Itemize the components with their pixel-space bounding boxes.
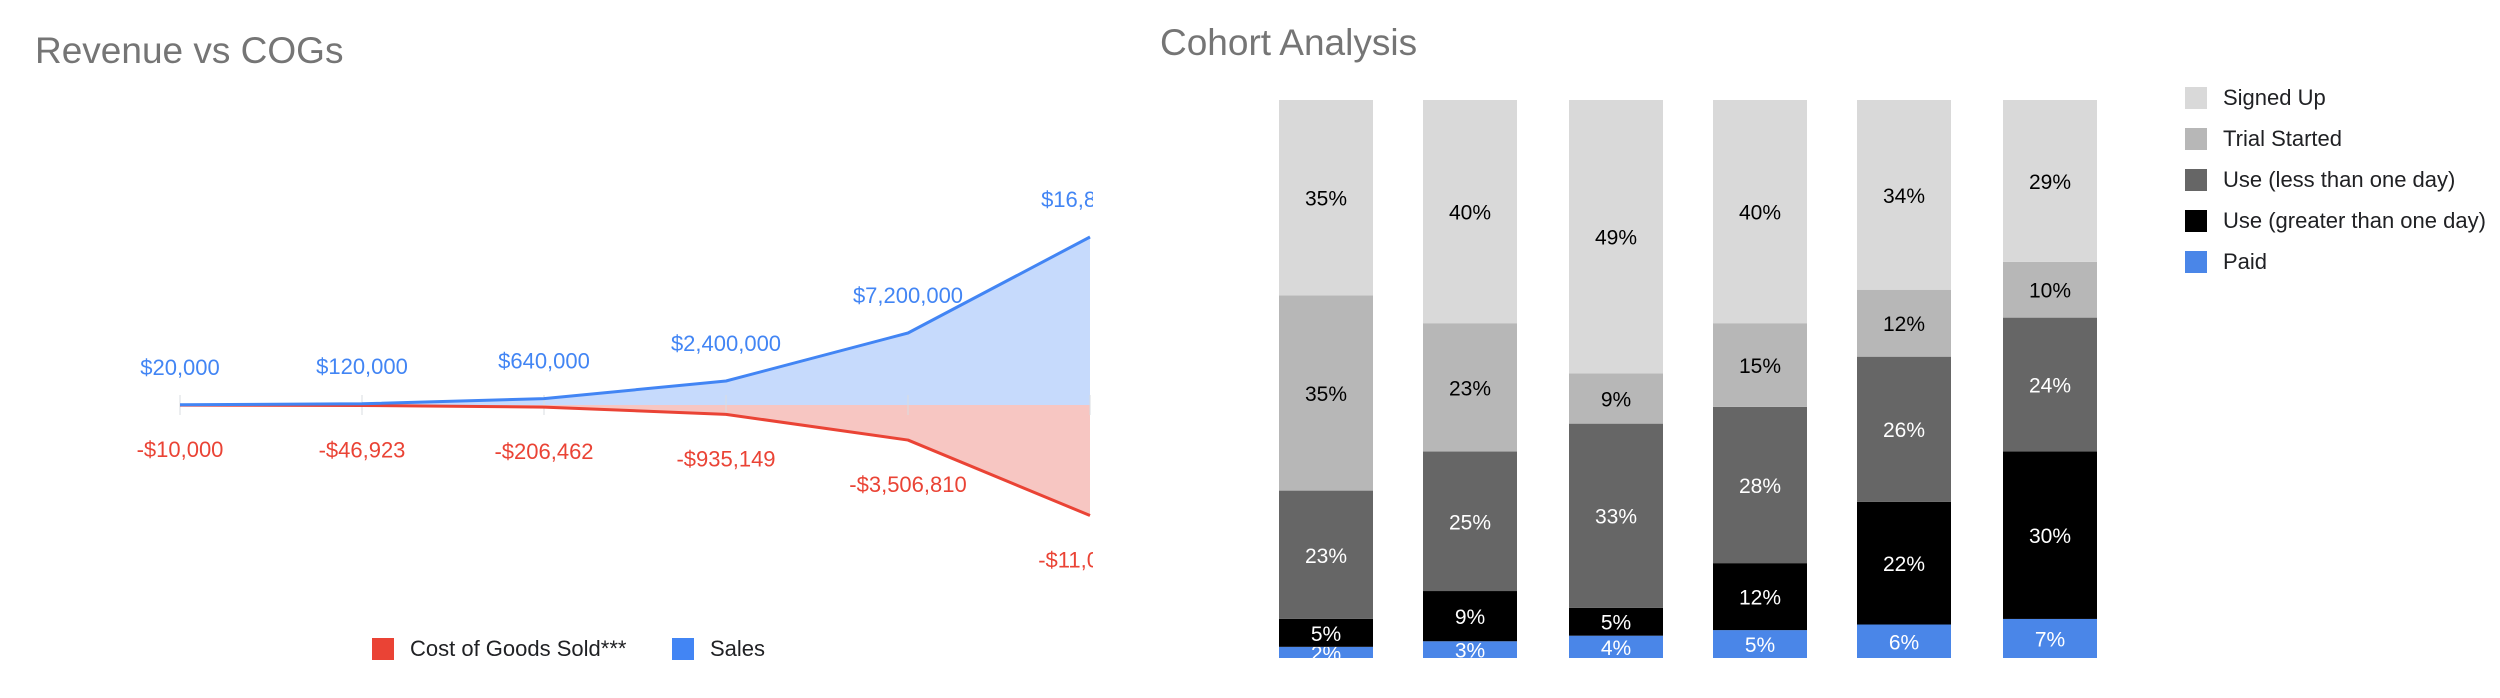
sales-data-label: $640,000 bbox=[498, 349, 590, 374]
bar-signed-up bbox=[1279, 100, 1373, 296]
bar-paid bbox=[2003, 618, 2097, 658]
legend-item-use-less-than-one-day: Use (less than one day) bbox=[2185, 167, 2455, 193]
bar-data-label: 35% bbox=[1305, 383, 1347, 406]
bar-paid bbox=[1857, 624, 1951, 658]
legend-swatch bbox=[2185, 128, 2207, 150]
sales-data-label: $7,200,000 bbox=[853, 283, 963, 308]
bar-data-label: 23% bbox=[1449, 377, 1491, 400]
bar-use-less-than-one-day bbox=[1279, 490, 1373, 619]
bar-paid bbox=[1713, 630, 1807, 658]
bar-data-label: 7% bbox=[2035, 628, 2065, 651]
legend-label: Cost of Goods Sold*** bbox=[410, 636, 627, 661]
bar-signed-up bbox=[1569, 100, 1663, 374]
bar-trial-started bbox=[1857, 289, 1951, 357]
legend-label: Sales bbox=[710, 636, 766, 661]
bar-signed-up bbox=[1713, 100, 1807, 324]
bar-paid bbox=[1423, 641, 1517, 658]
revenue-chart-title: Revenue vs COGs bbox=[35, 30, 344, 71]
legend-item-signed-up: Signed Up bbox=[2185, 85, 2326, 111]
bar-data-label: 23% bbox=[1305, 545, 1347, 568]
legend-swatch bbox=[672, 638, 694, 660]
bar-data-label: 25% bbox=[1449, 511, 1491, 534]
bar-data-label: 5% bbox=[1601, 612, 1631, 635]
bar-data-label: 12% bbox=[1739, 587, 1781, 610]
bar-data-label: 28% bbox=[1739, 475, 1781, 498]
bar-data-label: 3% bbox=[1455, 640, 1485, 663]
bar-use-less-than-one-day bbox=[1569, 423, 1663, 608]
cogs-data-label: -$206,462 bbox=[494, 439, 593, 464]
bar-use-less-than-one-day bbox=[2003, 317, 2097, 452]
bar-trial-started bbox=[1423, 323, 1517, 452]
bar-data-label: 33% bbox=[1595, 506, 1637, 529]
legend-label: Use (less than one day) bbox=[2223, 167, 2456, 192]
bar-data-label: 35% bbox=[1305, 188, 1347, 211]
bar-use-greater-than-one-day bbox=[2003, 451, 2097, 619]
legend-label: Signed Up bbox=[2223, 85, 2326, 110]
bar-trial-started bbox=[1713, 323, 1807, 407]
legend-item-use-greater-than-one-day: Use (greater than one day) bbox=[2185, 208, 2486, 234]
bar-data-label: 22% bbox=[1883, 553, 1925, 576]
legend-item-trial-started: Trial Started bbox=[2185, 126, 2342, 152]
bar-use-greater-than-one-day bbox=[1713, 563, 1807, 631]
bar-signed-up bbox=[1423, 100, 1517, 324]
cohort-chart-title: Cohort Analysis bbox=[1160, 22, 1418, 63]
bar-data-label: 6% bbox=[1889, 631, 1919, 654]
bar-data-label: 40% bbox=[1739, 202, 1781, 225]
bar-signed-up bbox=[1857, 100, 1951, 290]
bar-data-label: 40% bbox=[1449, 202, 1491, 225]
bar-use-less-than-one-day bbox=[1857, 356, 1951, 502]
legend-swatch bbox=[2185, 210, 2207, 232]
bar-data-label: 24% bbox=[2029, 375, 2071, 398]
sales-data-label: $20,000 bbox=[140, 355, 220, 380]
cogs-data-label: -$46,923 bbox=[319, 437, 406, 462]
bar-data-label: 5% bbox=[1311, 623, 1341, 646]
bar-trial-started bbox=[1279, 295, 1373, 491]
bar-data-label: 49% bbox=[1595, 227, 1637, 250]
bar-paid bbox=[1279, 646, 1373, 658]
bar-data-label: 34% bbox=[1883, 185, 1925, 208]
bar-signed-up bbox=[2003, 100, 2097, 262]
sales-area bbox=[180, 237, 1090, 405]
legend-label: Use (greater than one day) bbox=[2223, 208, 2486, 233]
sales-line bbox=[179, 235, 1091, 407]
cogs-data-label: -$935,149 bbox=[676, 446, 775, 471]
bar-data-label: 4% bbox=[1601, 637, 1631, 660]
legend-swatch bbox=[2185, 87, 2207, 109]
legend-swatch bbox=[2185, 251, 2207, 273]
legend-item-sales: Sales bbox=[672, 636, 765, 662]
legend-label: Trial Started bbox=[2223, 126, 2343, 151]
legend-swatch bbox=[372, 638, 394, 660]
legend-item-cost-of-goods-sold: Cost of Goods Sold*** bbox=[372, 636, 626, 662]
bar-use-less-than-one-day bbox=[1423, 451, 1517, 592]
sales-data-label: $2,400,000 bbox=[671, 331, 781, 356]
cogs-data-label: -$3,506,810 bbox=[849, 472, 966, 497]
legend-label: Paid bbox=[2223, 249, 2268, 274]
bar-use-greater-than-one-day bbox=[1423, 591, 1517, 642]
bar-trial-started bbox=[2003, 261, 2097, 318]
bar-data-label: 15% bbox=[1739, 355, 1781, 378]
bar-data-label: 9% bbox=[1601, 389, 1631, 412]
bar-data-label: 9% bbox=[1455, 606, 1485, 629]
bar-data-label: 12% bbox=[1883, 313, 1925, 336]
legend-item-paid: Paid bbox=[2185, 249, 2267, 275]
bar-data-label: 5% bbox=[1745, 634, 1775, 657]
sales-data-label: $120,000 bbox=[316, 354, 408, 379]
bar-data-label: 30% bbox=[2029, 525, 2071, 548]
cogs-data-label: -$10,000 bbox=[137, 437, 224, 462]
bar-data-label: 29% bbox=[2029, 171, 2071, 194]
bar-data-label: 26% bbox=[1883, 419, 1925, 442]
legend-swatch bbox=[2185, 169, 2207, 191]
plot-edge-mask bbox=[1093, 100, 1153, 600]
bar-use-greater-than-one-day bbox=[1279, 618, 1373, 647]
bar-data-label: 10% bbox=[2029, 280, 2071, 303]
bar-data-label: 2% bbox=[1311, 642, 1341, 665]
bar-use-greater-than-one-day bbox=[1569, 607, 1663, 636]
bar-use-less-than-one-day bbox=[1713, 406, 1807, 564]
bar-use-greater-than-one-day bbox=[1857, 501, 1951, 625]
bar-trial-started bbox=[1569, 373, 1663, 424]
bar-paid bbox=[1569, 635, 1663, 658]
